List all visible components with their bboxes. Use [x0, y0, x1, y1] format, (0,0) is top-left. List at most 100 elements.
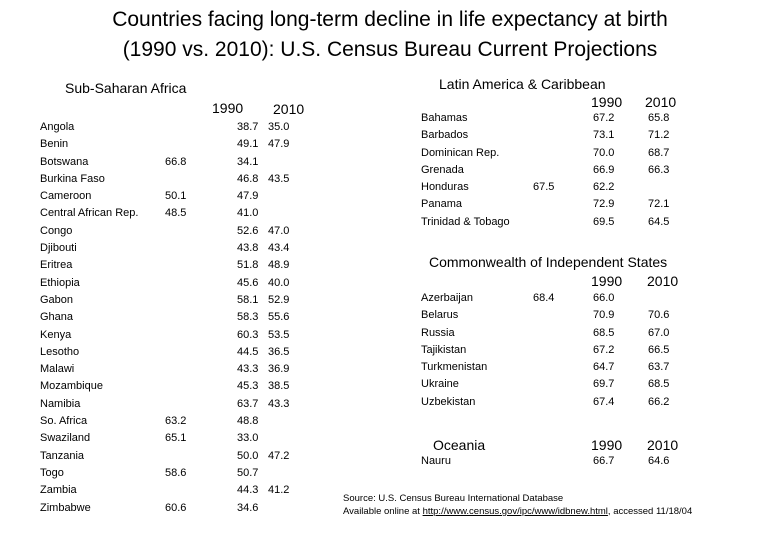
value-2010: 68.7 — [648, 146, 670, 159]
value-1990: 44.5 — [237, 345, 259, 358]
value-2010: 35.0 — [268, 121, 290, 133]
value-1990: 52.6 — [237, 224, 259, 237]
country-name: Uzbekistan — [421, 395, 476, 408]
country-name: Central African Rep. — [40, 207, 139, 220]
value-1990: 45.3 — [237, 380, 259, 393]
value-1990: 43.3 — [237, 363, 259, 376]
value-2010: 47.9 — [268, 138, 290, 151]
value-1990: 67.2 — [593, 112, 615, 124]
cis-col-1990: 1990 — [591, 273, 623, 289]
value-1990: 69.7 — [593, 378, 615, 391]
value-2010: 67.0 — [648, 326, 670, 339]
value-early: 66.8 — [165, 155, 187, 168]
value-1990: 48.8 — [237, 415, 259, 428]
country-name: Djibouti — [40, 242, 77, 255]
value-2010: 52.9 — [268, 293, 290, 306]
value-1990: 67.4 — [593, 395, 615, 408]
value-1990: 34.1 — [237, 155, 259, 168]
value-1990: 50.0 — [237, 449, 259, 462]
value-early: 65.1 — [165, 432, 187, 445]
value-1990: 34.6 — [237, 501, 259, 514]
country-name: Lesotho — [40, 345, 80, 358]
country-name: Congo — [40, 224, 73, 237]
value-1990: 64.7 — [593, 361, 615, 374]
country-name: Azerbaijan — [421, 292, 473, 304]
country-name: Trinidad & Tobago — [421, 215, 510, 228]
value-2010: 38.5 — [268, 380, 290, 393]
country-name: Mozambique — [40, 380, 103, 393]
cis-col-2010: 2010 — [647, 273, 679, 289]
country-name: So. Africa — [40, 415, 88, 428]
value-2010: 66.2 — [648, 395, 670, 408]
page-title-line-2: (1990 vs. 2010): U.S. Census Bureau Curr… — [122, 38, 658, 61]
ssa-col-2010: 2010 — [273, 101, 305, 117]
country-name: Angola — [40, 121, 75, 133]
value-1990: 49.1 — [237, 138, 259, 151]
value-2010: 47.0 — [268, 224, 290, 237]
value-1990: 70.0 — [593, 146, 615, 159]
value-2010: 70.6 — [648, 309, 670, 322]
value-2010: 72.1 — [648, 198, 670, 211]
value-1990: 73.1 — [593, 129, 615, 142]
country-name: Russia — [421, 326, 455, 339]
country-name: Burkina Faso — [40, 172, 105, 185]
country-name: Turkmenistan — [421, 361, 488, 374]
value-2010: 71.2 — [648, 129, 670, 142]
country-name: Belarus — [421, 309, 459, 322]
value-2010: 47.2 — [268, 449, 290, 462]
value-2010: 65.8 — [648, 112, 670, 124]
value-1990: 63.7 — [237, 397, 259, 410]
value-1990: 67.2 — [593, 343, 615, 356]
value-1990: 66.9 — [593, 163, 615, 176]
value-1990: 62.2 — [593, 181, 615, 194]
country-name: Gabon — [40, 293, 74, 306]
value-2010: 53.5 — [268, 328, 290, 341]
value-2010: 40.0 — [268, 276, 290, 289]
value-early: 48.5 — [165, 207, 187, 220]
value-1990: 44.3 — [237, 484, 259, 497]
country-name: Zimbabwe — [40, 501, 91, 514]
country-name: Swaziland — [40, 432, 91, 445]
value-2010: 63.7 — [648, 361, 670, 374]
country-name: Eritrea — [40, 259, 73, 272]
value-early: 68.4 — [533, 292, 555, 304]
value-early: 50.1 — [165, 190, 187, 203]
value-1990: 66.7 — [593, 455, 615, 467]
country-name: Namibia — [40, 397, 81, 410]
value-1990: 46.8 — [237, 172, 259, 185]
oceania-heading: Oceania — [433, 437, 486, 453]
value-early: 58.6 — [165, 466, 187, 479]
ssa-heading: Sub-Saharan Africa — [65, 80, 187, 96]
value-1990: 51.8 — [237, 259, 259, 272]
source-prefix: Available online at — [343, 506, 423, 517]
value-1990: 38.7 — [237, 121, 259, 133]
value-1990: 47.9 — [237, 190, 259, 203]
value-1990: 60.3 — [237, 328, 259, 341]
country-name: Nauru — [421, 455, 451, 467]
country-name: Honduras — [421, 181, 469, 194]
ssa-col-1990: 1990 — [212, 100, 244, 116]
country-name: Bahamas — [421, 112, 468, 124]
source-link[interactable]: http://www.census.gov/ipc/www/idbnew.htm… — [422, 506, 608, 517]
country-name: Grenada — [421, 163, 464, 176]
source-suffix: , accessed 11/18/04 — [607, 506, 693, 517]
country-name: Zambia — [40, 484, 77, 497]
country-name: Ethiopia — [40, 276, 80, 289]
value-1990: 72.9 — [593, 198, 615, 211]
country-name: Ukraine — [421, 378, 459, 391]
value-1990: 33.0 — [237, 432, 259, 445]
oceania-col-1990: 1990 — [591, 437, 623, 453]
lac-col-1990: 1990 — [591, 94, 623, 110]
source-line-2: Available online at http://www.census.go… — [343, 506, 692, 518]
value-1990: 50.7 — [237, 466, 259, 479]
country-name: Ghana — [40, 311, 74, 324]
lac-col-2010: 2010 — [645, 94, 677, 110]
country-name: Dominican Rep. — [421, 146, 500, 159]
value-1990: 66.0 — [593, 292, 615, 304]
value-1990: 45.6 — [237, 276, 259, 289]
country-name: Benin — [40, 138, 69, 151]
value-1990: 58.3 — [237, 311, 259, 324]
value-1990: 68.5 — [593, 326, 615, 339]
value-2010: 48.9 — [268, 259, 290, 272]
value-early: 67.5 — [533, 181, 555, 194]
